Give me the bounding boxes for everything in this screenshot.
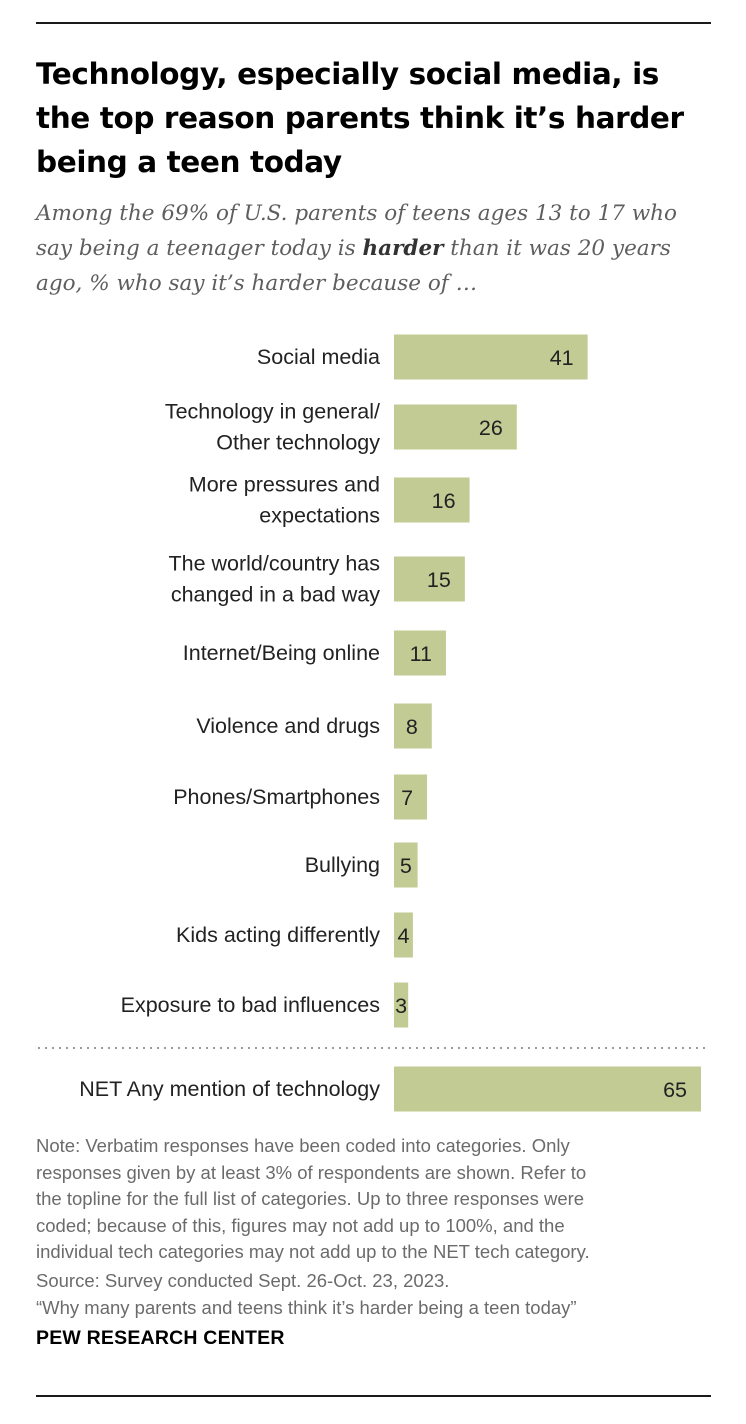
- source-line: “Why many parents and teens think it’s h…: [36, 1296, 577, 1318]
- bar: [394, 982, 409, 1028]
- net-bar: [394, 1066, 701, 1112]
- bar-value-label: 41: [550, 346, 574, 370]
- bar: [394, 404, 517, 450]
- bar: [394, 556, 465, 602]
- bar-label: Exposure to bad influences: [121, 993, 380, 1017]
- bar-value-label: 7: [401, 786, 413, 810]
- note-line: responses given by at least 3% of respon…: [36, 1161, 587, 1183]
- bar-value-label: 11: [410, 642, 432, 666]
- bar-value-label: 8: [406, 715, 418, 739]
- chart-subtitle: Among the 69% of U.S. parents of teens a…: [36, 196, 716, 301]
- bar-chart: Social media 41 Technology in general/Othe…: [38, 334, 710, 1112]
- net-label: NET Any mention of technology: [79, 1077, 380, 1101]
- pew-logo-text: PEW RESEARCH CENTER: [36, 1327, 285, 1349]
- note-line: Note: Verbatim responses have been coded…: [36, 1135, 570, 1156]
- bar-value-label: 5: [400, 854, 412, 878]
- note-line: the topline for the full list of categor…: [36, 1188, 585, 1209]
- bar-label: The world/country has changed in a bad wa…: [168, 552, 380, 607]
- source-line: Source: Survey conducted Sept. 26-Oct. 2…: [36, 1270, 450, 1291]
- bar: [394, 703, 432, 749]
- top-rule: [36, 22, 711, 24]
- bar-value-label: 26: [479, 416, 503, 440]
- bar-label: Violence and drugs: [196, 714, 380, 738]
- bar-label: Kids acting differently: [176, 923, 380, 947]
- chart-title: Technology, especially social media, is …: [36, 57, 684, 179]
- bar-label: Phones/Smartphones: [173, 785, 380, 809]
- bar-label: Internet/Being online: [183, 641, 380, 665]
- bar-label: Bullying: [305, 853, 380, 877]
- bar-value-label: 15: [427, 568, 451, 592]
- subtitle-lead: Among the 69% of U.S. parents of teens a…: [36, 201, 677, 261]
- net-value-label: 65: [663, 1078, 687, 1102]
- bar: [394, 912, 413, 958]
- bar-value-label: 4: [397, 924, 409, 948]
- chart-note: Note: Verbatim responses have been coded…: [36, 1133, 716, 1266]
- note-line: coded; because of this, figures may not …: [36, 1214, 565, 1236]
- bar-label: Technology in general/Other technology: [165, 400, 380, 455]
- bar: [394, 842, 418, 888]
- bar: [394, 630, 446, 676]
- bar-label: Social media: [257, 345, 380, 369]
- bar: [394, 334, 588, 380]
- bar-value-label: 16: [432, 489, 456, 513]
- bar-label: More pressures and expectations: [189, 473, 380, 528]
- bottom-rule: [36, 1395, 711, 1397]
- bar: [394, 774, 428, 820]
- subtitle-emphasis: harder: [362, 236, 444, 261]
- note-line: individual tech categories may not add u…: [36, 1241, 590, 1262]
- subtitle-tail: than it was 20 years ago, % who say it’s…: [36, 236, 671, 296]
- bar: [394, 477, 470, 523]
- bar-value-label: 3: [395, 994, 407, 1018]
- chart-source: Source: Survey conducted Sept. 26-Oct. 2…: [36, 1268, 726, 1321]
